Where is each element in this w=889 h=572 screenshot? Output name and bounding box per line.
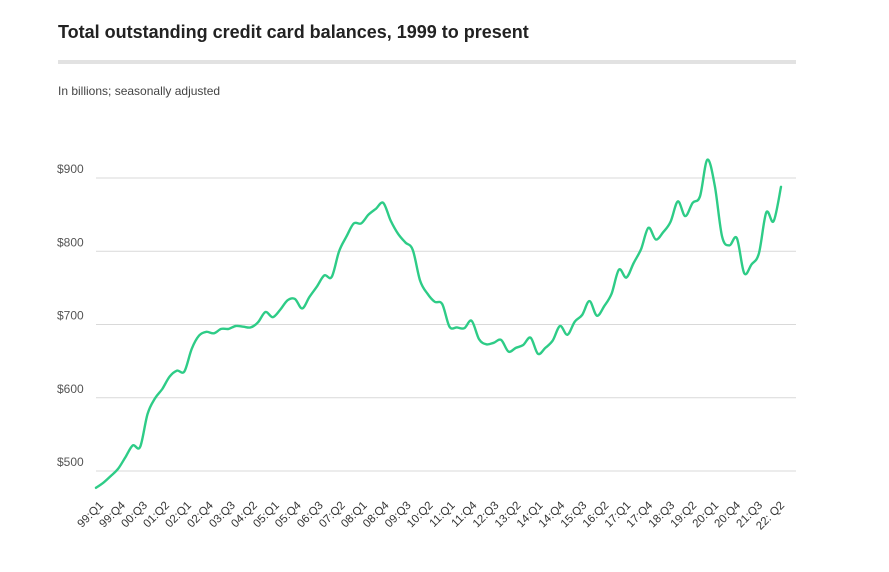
y-tick-label: $700 [57, 309, 84, 323]
y-tick-label: $500 [57, 455, 84, 469]
data-series [94, 158, 783, 489]
chart-subtitle: In billions; seasonally adjusted [58, 84, 221, 98]
chart-title: Total outstanding credit card balances, … [58, 22, 529, 42]
y-tick-label: $800 [57, 235, 84, 249]
series-line [94, 158, 783, 489]
y-axis-ticks: $500 $600 $700 $800 $900 [57, 162, 84, 469]
y-tick-label: $600 [57, 382, 84, 396]
gridlines [96, 177, 796, 472]
y-tick-label: $900 [57, 162, 84, 176]
x-axis-ticks: 99:Q199:Q400:Q301:Q202:Q102:Q403:Q304:Q2… [75, 499, 787, 532]
title-divider [58, 60, 796, 64]
